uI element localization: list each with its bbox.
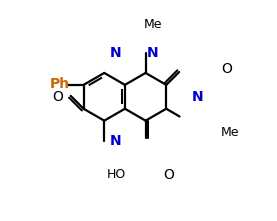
Text: Me: Me [143, 18, 162, 31]
Text: O: O [221, 61, 232, 76]
Text: N: N [110, 134, 122, 148]
Text: O: O [163, 168, 174, 182]
Text: N: N [110, 46, 122, 60]
Text: Ph: Ph [49, 77, 70, 91]
Text: N: N [191, 90, 203, 104]
Text: HO: HO [106, 168, 125, 181]
Text: O: O [52, 90, 63, 104]
Text: Me: Me [220, 126, 239, 139]
Text: N: N [147, 46, 159, 60]
